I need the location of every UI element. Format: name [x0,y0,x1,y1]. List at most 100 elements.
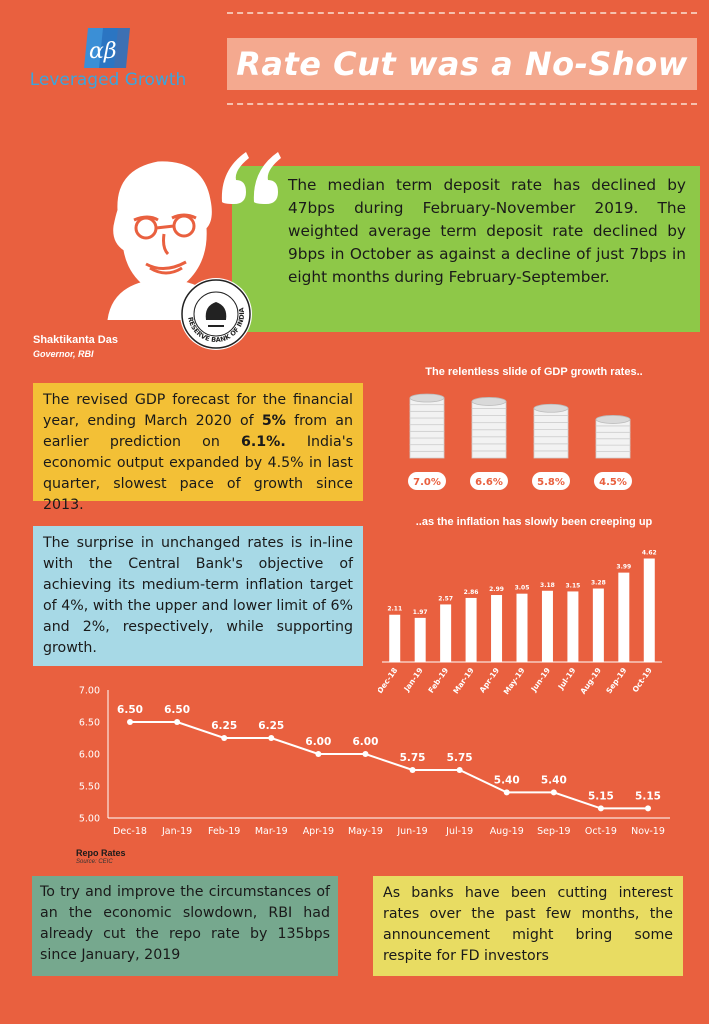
repo-value-label: 5.15 [635,790,661,802]
inflation-value-label: 4.62 [642,550,657,557]
gdp-coin [471,408,507,416]
gdp-coin [409,450,445,459]
inflation-text: The surprise in unchanged rates is in-li… [43,535,353,656]
gdp-coin [409,404,445,412]
gdp-text: India's economic output expanded by 4.5%… [43,434,353,513]
inflation-bar [541,590,553,662]
repo-value-label: 6.00 [352,736,378,748]
inflation-bar [491,595,503,662]
gdp-forecast-value: 5% [261,413,286,429]
gdp-value-pill [532,472,570,490]
repo-point [174,719,181,725]
gdp-value-pill [594,472,632,490]
inflation-value-label: 3.99 [616,564,631,571]
repo-point [315,751,322,757]
repo-point [268,735,275,741]
gdp-coin-stack [533,403,569,459]
gdp-coin [409,444,445,452]
gdp-value-label: 7.0% [413,477,441,488]
logo-mark: αβ [89,39,117,64]
inflation-target-box: The surprise in unchanged rates is in-li… [33,526,363,666]
gdp-coin [533,443,569,452]
repo-y-tick-label: 6.00 [79,750,100,761]
gdp-coin [471,443,507,452]
quote-mark-icon [221,152,281,204]
repo-rate-line-chart: 7.00 6.50 6.00 5.50 5.00 6.50 Dec-18 6.50 Jan-19… [79,686,670,837]
gdp-coin [409,410,445,419]
repo-cut-box: To try and improve the circumstances of … [32,876,338,976]
repo-value-label: 6.00 [305,736,331,748]
repo-point [127,719,133,725]
repo-y-tick-label: 5.00 [79,814,100,825]
inflation-bar [465,597,477,662]
repo-value-label: 6.25 [211,720,237,732]
repo-x-tick-label: May-19 [348,826,383,837]
repo-value-label: 5.75 [400,752,426,764]
gdp-coin [471,422,507,431]
repo-point [362,751,369,757]
inflation-value-label: 1.97 [413,609,428,616]
repo-series-line [130,721,648,810]
gdp-coin [595,431,631,440]
inflation-chart-title: ..as the inflation has slowly been creep… [415,516,653,528]
inflation-value-label: 3.05 [515,585,530,592]
gdp-value-label: 6.6% [475,477,503,488]
gdp-coin [471,415,507,424]
inflation-bar-chart: 2.11Dec-181.97Jan-192.57Feb-192.86Mar-19… [378,550,662,696]
gdp-text: from an earlier prediction on [43,413,353,450]
gdp-coin-stack [471,397,507,459]
repo-value-label: 6.50 [164,704,190,716]
gdp-coin [533,429,569,438]
gdp-coin [533,414,569,423]
alpha-beta-logo-icon: αβ [84,28,130,68]
gdp-coin-top [471,397,507,406]
inflation-value-label: 2.99 [489,586,504,593]
repo-chart-source: Source: CEIC [76,859,113,865]
repo-x-tick-label: Nov-19 [631,826,665,837]
repo-value-label: 5.40 [494,774,520,786]
repo-cut-text: To try and improve the circumstances of … [40,884,330,963]
inflation-bar [389,614,401,662]
title-banner: Rate Cut was a No-Show [227,38,697,90]
repo-x-tick-label: Oct-19 [585,826,617,837]
repo-chart-title: Repo Rates [76,848,126,858]
repo-point [503,789,510,796]
repo-y-tick-label: 5.50 [79,782,100,793]
repo-x-tick-label: Apr-19 [303,826,334,837]
repo-x-tick-label: Mar-19 [255,826,288,837]
gdp-coin [409,437,445,446]
brand-name: Leveraged Growth [29,70,187,90]
gdp-text: The revised GDP forecast for the financi… [43,392,353,429]
divider [227,12,697,14]
governor-title: Governor, RBI [33,349,94,359]
divider [227,103,697,105]
gdp-coin-stack [409,393,445,459]
inflation-bar [618,572,630,662]
repo-x-tick-label: Feb-19 [208,826,240,837]
gdp-coin-stack [595,415,631,459]
gdp-coin [595,451,631,459]
brand-logo: αβ Leveraged Growth [8,22,208,102]
gdp-value-pill [470,472,508,490]
repo-value-label: 6.50 [117,704,143,716]
inflation-value-label: 2.57 [438,595,453,602]
gdp-forecast-box: The revised GDP forecast for the financi… [33,383,363,513]
gdp-chart-title: The relentless slide of GDP growth rates… [425,366,643,378]
inflation-bar [643,558,655,662]
repo-x-tick-label: Sep-19 [537,826,570,837]
repo-point [456,767,463,773]
inflation-value-label: 2.11 [387,606,402,613]
gdp-coin [409,430,445,439]
gdp-coin [471,429,507,438]
gdp-coin [595,438,631,446]
repo-point [550,789,557,796]
repo-value-label: 5.40 [541,774,567,786]
gdp-coin-top [533,403,569,413]
repo-x-tick-label: Aug-19 [490,826,524,837]
repo-x-tick-label: Jul-19 [445,826,473,837]
rbi-seal-icon: RESERVE BANK OF INDIA [180,278,252,350]
repo-value-label: 5.75 [447,752,473,764]
gdp-coin [533,422,569,430]
gdp-coin [409,424,445,432]
gdp-value-pill [408,472,446,490]
